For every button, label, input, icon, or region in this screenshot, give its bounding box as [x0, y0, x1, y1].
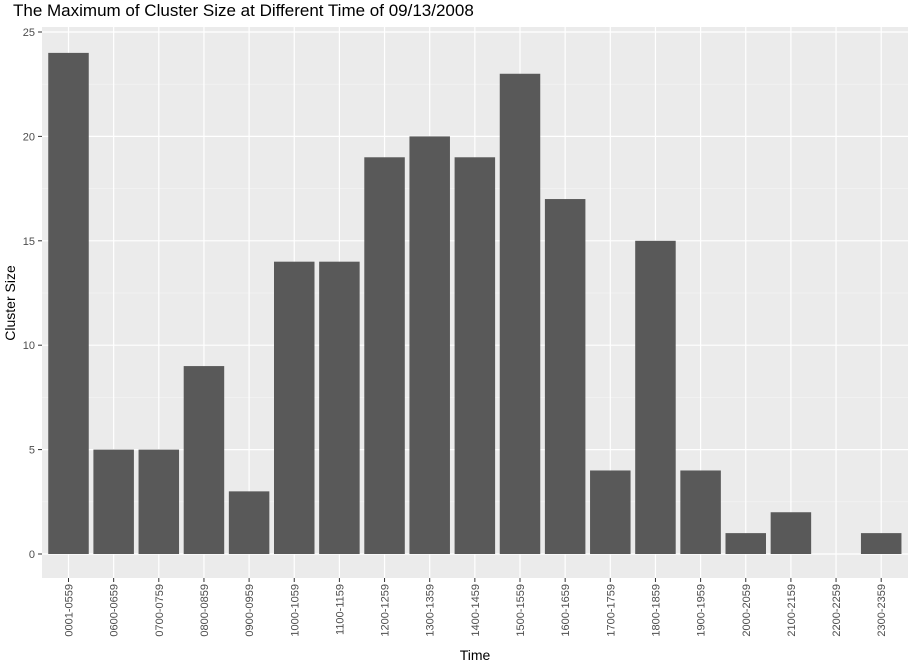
x-axis-title: Time [460, 647, 491, 663]
bar-2300-2359 [860, 533, 902, 554]
x-tick-label: 0900-0959 [244, 584, 256, 637]
y-tick-label: 20 [23, 131, 35, 143]
x-axis: 0001-0559 0600-0659 0700-0759 0800-0859 0900… [64, 578, 888, 637]
bar-0700-0759 [138, 449, 180, 554]
bar-1300-1359 [409, 136, 450, 554]
y-tick-label: 0 [29, 549, 35, 561]
x-tick-label: 1400-1459 [470, 584, 482, 637]
x-tick-label: 0600-0659 [109, 584, 121, 637]
x-tick-label: 1800-1859 [650, 584, 662, 637]
x-tick-label: 0800-0859 [199, 584, 211, 637]
bar-2000-2059 [725, 533, 766, 554]
x-tick-label: 2200-2259 [831, 584, 843, 637]
bar-1900-1959 [680, 470, 721, 554]
y-axis: 0 5 10 15 20 25 [23, 27, 42, 561]
chart-title: The Maximum of Cluster Size at Different… [13, 1, 474, 20]
x-tick-label: 0001-0559 [64, 584, 76, 637]
x-tick-label: 1900-1959 [696, 584, 708, 637]
x-tick-label: 2100-2159 [786, 584, 798, 637]
y-tick-label: 10 [23, 340, 35, 352]
bar-1100-1159 [319, 261, 360, 554]
x-tick-label: 1700-1759 [605, 584, 617, 637]
y-tick-label: 15 [23, 236, 35, 248]
x-tick-label: 0700-0759 [154, 584, 166, 637]
bar-1600-1659 [544, 199, 586, 555]
x-tick-label: 2300-2359 [876, 584, 888, 637]
bar-0800-0859 [183, 366, 225, 554]
bar-0001-0559 [48, 52, 89, 554]
x-tick-label: 2000-2059 [741, 584, 753, 637]
bar-1800-1859 [635, 240, 676, 555]
x-tick-label: 1300-1359 [425, 584, 437, 637]
bar-1700-1759 [590, 470, 631, 554]
y-axis-title: Cluster Size [2, 265, 18, 341]
x-tick-label: 1000-1059 [289, 584, 301, 637]
x-tick-label: 1100-1159 [334, 584, 346, 635]
bar-2100-2159 [770, 512, 812, 554]
bar-1500-1559 [499, 73, 541, 554]
bar-0600-0659 [93, 449, 134, 554]
bar-0900-0959 [228, 491, 270, 554]
x-tick-label: 1600-1659 [560, 584, 572, 637]
bar-1400-1459 [454, 157, 496, 554]
bar-1000-1059 [274, 261, 315, 554]
bars [48, 52, 902, 555]
y-tick-label: 25 [23, 27, 35, 39]
y-tick-label: 5 [29, 445, 35, 457]
bar-1200-1259 [364, 157, 405, 554]
x-tick-label: 1500-1559 [515, 584, 527, 637]
x-tick-label: 1200-1259 [380, 584, 392, 637]
